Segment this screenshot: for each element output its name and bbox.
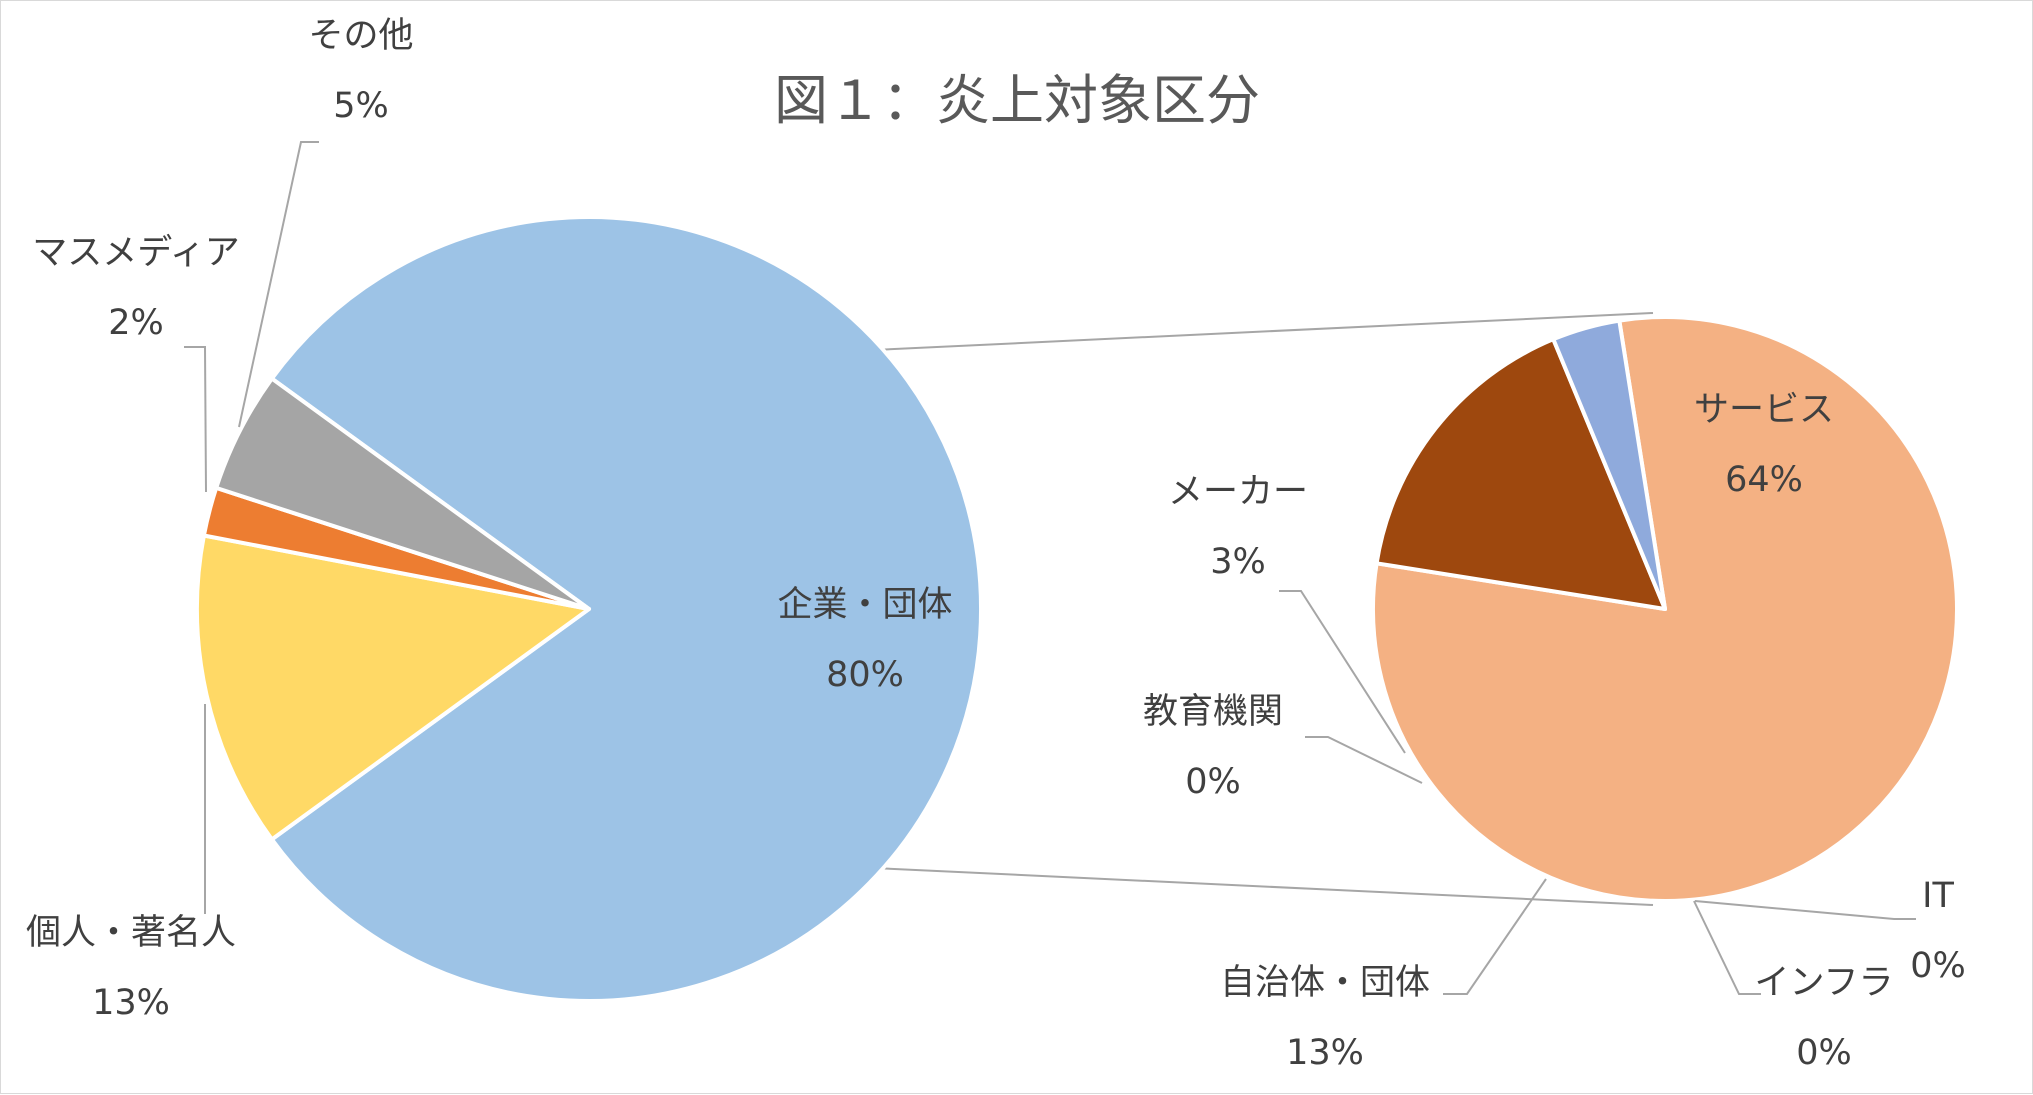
data-labels: 企業・団体 80% 個人・著名人 13% マスメディア 2% その他 5% サービス 64% IT 0…: [26, 16, 1966, 1073]
secondary-pie: [1371, 315, 1959, 903]
label-sub-1-value: 0%: [1910, 946, 1966, 986]
label-sub-0-name: サービス: [1694, 390, 1834, 430]
label-main-2-value: 2%: [108, 303, 164, 343]
leader-lines: [184, 141, 1916, 995]
label-main-2-name: マスメディア: [32, 233, 240, 273]
label-sub-0-value: 64%: [1725, 460, 1803, 500]
label-sub-5-name: メーカー: [1168, 472, 1308, 512]
leader-maker: [1279, 590, 1406, 754]
leader-it: [1694, 900, 1916, 920]
label-sub-2-name: インフラ: [1755, 963, 1894, 1003]
leader-kyouiku: [1305, 736, 1423, 784]
main-slice-1: [195, 533, 591, 842]
leader-infra: [1693, 900, 1761, 995]
label-main-3-value: 5%: [333, 86, 389, 126]
label-sub-2-value: 0%: [1796, 1033, 1852, 1073]
main-slice-3: [214, 376, 591, 611]
sub-slice-5: [1551, 318, 1667, 611]
label-main-0-value: 80%: [826, 655, 904, 695]
label-sub-4-name: 教育機関: [1143, 692, 1283, 732]
label-main-1-value: 13%: [92, 983, 170, 1023]
leader-massmedia: [184, 346, 207, 493]
label-sub-3-value: 13%: [1286, 1033, 1364, 1073]
main-slice-0: [269, 215, 984, 1003]
label-main-1-name: 個人・著名人: [26, 913, 236, 953]
label-main-3-name: その他: [308, 16, 413, 56]
label-sub-4-value: 0%: [1185, 762, 1241, 802]
chart-title: 図１：炎上対象区分: [774, 69, 1260, 132]
label-sub-3-name: 自治体・団体: [1220, 963, 1430, 1003]
label-sub-1-name: IT: [1922, 876, 1954, 916]
label-sub-5-value: 3%: [1210, 542, 1266, 582]
leader-jichitai: [1443, 878, 1547, 995]
label-main-0-name: 企業・団体: [777, 585, 952, 625]
main-pie: [195, 215, 984, 1003]
leader-sonota: [238, 141, 319, 428]
sub-slice-3: [1374, 337, 1667, 611]
